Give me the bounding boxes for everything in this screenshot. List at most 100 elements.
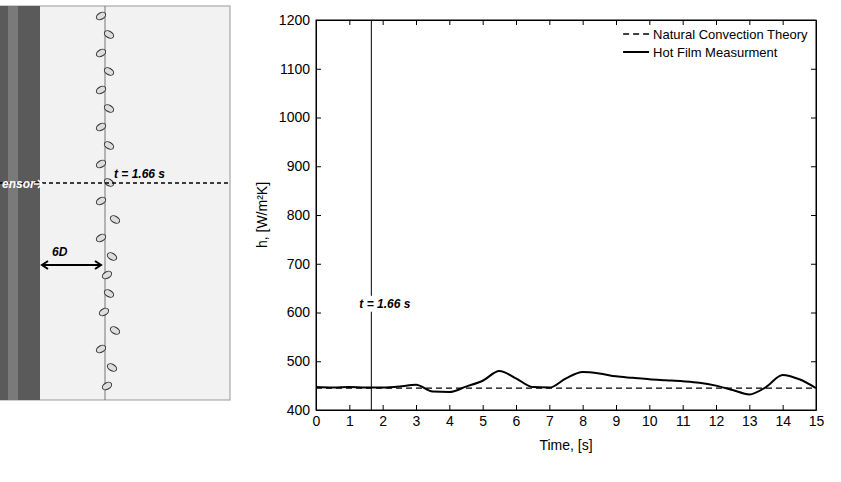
tick: [783, 20, 784, 25]
axis-line: [317, 20, 817, 21]
tick: [583, 20, 584, 25]
sensor-arrow: [34, 180, 42, 188]
tick: [416, 20, 417, 25]
cylinder: [0, 6, 40, 400]
axis: 400500600700800900100011001200: [279, 12, 321, 418]
tick: 900: [287, 158, 321, 174]
tick: [811, 264, 816, 265]
tick-label: 10: [642, 413, 658, 429]
tick: 1200: [279, 12, 321, 28]
tick: 500: [287, 353, 321, 369]
tick-mark: [416, 405, 417, 410]
legend: Natural Convection Theory Hot Film Measur…: [623, 27, 808, 60]
tick: [811, 20, 816, 21]
sensor-label: ensor: [2, 177, 36, 191]
annotation-line: [371, 20, 372, 410]
tick: 11: [676, 405, 691, 429]
x-axis-title: Time, [s]: [539, 437, 592, 453]
legend-label: Natural Convection Theory: [653, 27, 808, 42]
tick-mark: [811, 410, 816, 411]
tick-mark: [749, 20, 750, 25]
axis: [811, 21, 817, 411]
tick: [349, 20, 350, 25]
tick-mark: [316, 20, 321, 21]
tick-mark: [811, 264, 816, 265]
bubble: [95, 11, 107, 22]
legend-item: Natural Convection Theory: [623, 27, 808, 42]
bubble: [103, 66, 115, 77]
tick: [516, 20, 517, 25]
tick-mark: [811, 69, 816, 70]
bubble: [95, 233, 107, 244]
annotations: t = 1.66 s: [357, 296, 412, 312]
tick: [811, 313, 816, 314]
tick-label: 7: [546, 413, 554, 429]
tick: [811, 361, 816, 362]
tick-mark: [716, 405, 717, 410]
cylinder-highlight: [8, 6, 18, 400]
tick: 800: [287, 207, 321, 223]
bubble: [95, 122, 107, 133]
tick-label: 800: [287, 207, 311, 223]
tick-mark: [449, 405, 450, 410]
figure: t = 1.66 sensor6D01234567891011121314154…: [0, 0, 841, 482]
tick-label: 12: [709, 413, 725, 429]
legend-swatch: [623, 51, 649, 53]
legend-swatch: [623, 33, 649, 35]
tick-label: 4: [446, 413, 454, 429]
y-axis-title: h, [W/m²K]: [254, 182, 270, 248]
tick: 9: [613, 405, 621, 429]
tick: 8: [579, 405, 587, 429]
tick: [811, 166, 816, 167]
tick-mark: [549, 20, 550, 25]
tick-mark: [349, 20, 350, 25]
plot-frame: [316, 20, 816, 410]
tick-mark: [483, 405, 484, 410]
tick: [383, 20, 384, 25]
tick-mark: [811, 361, 816, 362]
tick: 1: [346, 405, 354, 429]
annotation-label: t = 1.66 s: [359, 297, 410, 311]
tick: [749, 20, 750, 25]
tick: 1000: [279, 109, 321, 125]
legend-item: Hot Film Measurment: [623, 45, 778, 60]
tick-label: 11: [676, 413, 691, 429]
plot-area: [316, 20, 816, 410]
tick: [811, 410, 816, 411]
tick-mark: [811, 166, 816, 167]
tick: 14: [775, 405, 791, 429]
tick-label: 1000: [279, 109, 310, 125]
tick: [683, 20, 684, 25]
tick: 1100: [280, 61, 321, 77]
tick: 7: [546, 405, 554, 429]
axis-line: [317, 410, 817, 411]
tick-label: 6: [513, 413, 521, 429]
bubble-path: [105, 6, 106, 400]
image-panel: t = 1.66 sensor6D: [0, 6, 230, 400]
tick-mark: [616, 20, 617, 25]
bubble: [106, 362, 118, 373]
tick-label: 14: [775, 413, 791, 429]
tick-mark: [811, 313, 816, 314]
tick-label: 1200: [279, 12, 310, 28]
bubble: [101, 270, 113, 281]
tick: 5: [479, 405, 487, 429]
bubble: [103, 288, 115, 299]
tick-mark: [716, 20, 717, 25]
bubble: [95, 344, 107, 355]
tick-mark: [583, 405, 584, 410]
time-label: t = 1.66 s: [114, 167, 165, 181]
bubble: [95, 48, 107, 59]
tick-label: 600: [287, 304, 311, 320]
tick-mark: [316, 215, 321, 216]
bubble: [95, 85, 107, 96]
tick: [716, 20, 717, 25]
tick-label: 700: [287, 256, 311, 272]
tick-label: 2: [379, 413, 387, 429]
tick-label: 1: [346, 413, 354, 429]
bubble: [95, 159, 107, 170]
tick-label: 500: [287, 353, 311, 369]
tick-label: 15: [809, 413, 825, 429]
tick-mark: [783, 20, 784, 25]
tick-mark: [416, 20, 417, 25]
